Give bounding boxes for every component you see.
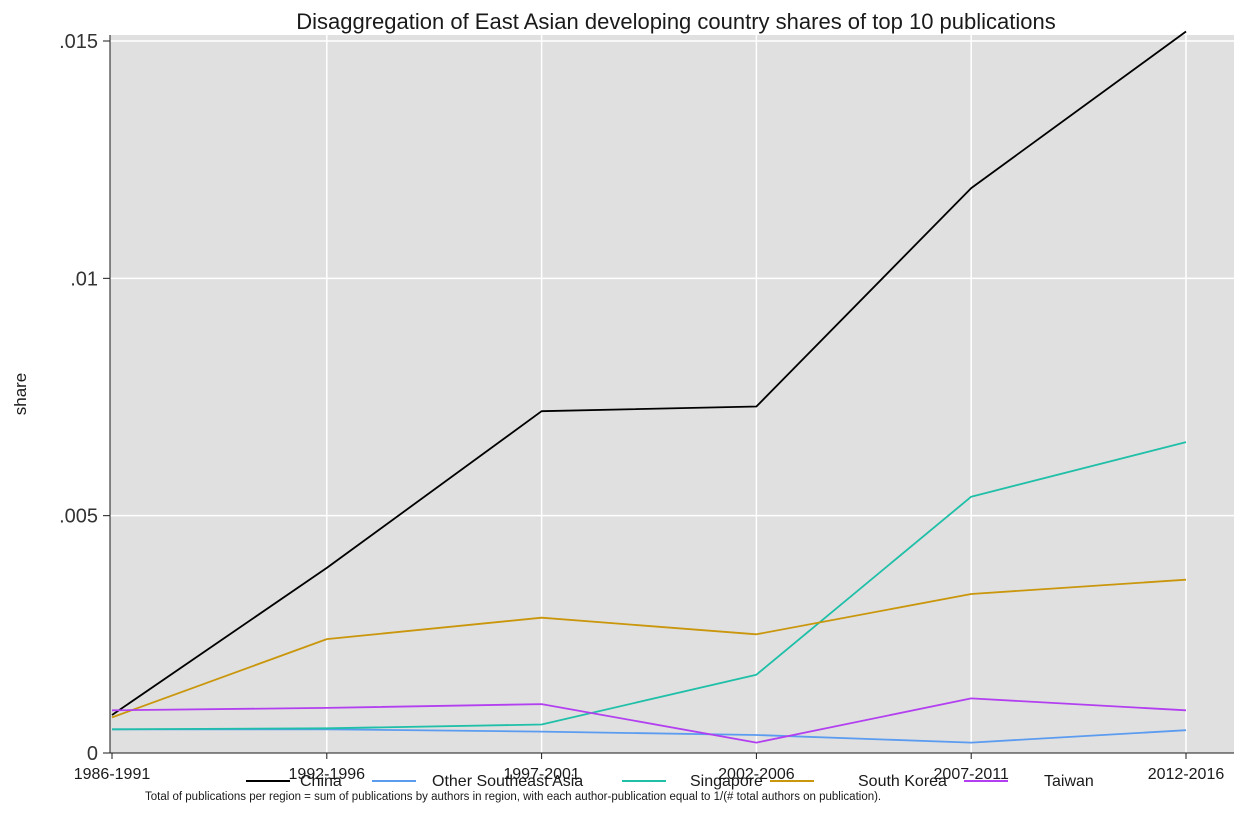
series-line-china bbox=[111, 30, 1187, 716]
series-line-taiwan bbox=[111, 697, 1187, 744]
x-tick-label: 2012-2016 bbox=[1148, 766, 1225, 783]
legend-label-singapore: Singapore bbox=[690, 773, 763, 790]
series-line-south-korea bbox=[111, 578, 1187, 719]
x-tick-label: 1986-1991 bbox=[74, 766, 151, 783]
gridlines bbox=[110, 35, 1234, 753]
axes: 1986-1991 1992-1996 1997-2001 2002-2006 2007… bbox=[59, 31, 1234, 783]
series-lines bbox=[111, 30, 1187, 744]
chart-title: Disaggregation of East Asian developing … bbox=[296, 9, 1055, 34]
chart-note: Total of publications per region = sum o… bbox=[145, 791, 881, 803]
x-tick-label: 2002-2006 bbox=[718, 766, 795, 783]
y-axis-label: share bbox=[11, 373, 30, 416]
y-tick-label: 0 bbox=[87, 743, 98, 765]
legend-label-taiwan: Taiwan bbox=[1044, 773, 1094, 790]
x-tick-label: 1997-2001 bbox=[503, 766, 580, 783]
x-tick-label: 1992-1996 bbox=[289, 766, 366, 783]
x-tick-label: 2007-2011 bbox=[934, 766, 1009, 783]
y-tick-label: .015 bbox=[59, 31, 98, 53]
legend-label-other-southeast-asia: Other Southeast Asia bbox=[432, 773, 583, 790]
legend-label-south-korea: South Korea bbox=[858, 773, 947, 790]
legend-label-china: China bbox=[300, 773, 342, 790]
y-tick-label: .01 bbox=[70, 268, 98, 290]
legend: China Other Southeast Asia Singapore South … bbox=[246, 773, 1094, 790]
series-line-singapore bbox=[111, 441, 1187, 731]
y-tick-label: .005 bbox=[59, 506, 98, 528]
plot-background bbox=[110, 35, 1234, 753]
